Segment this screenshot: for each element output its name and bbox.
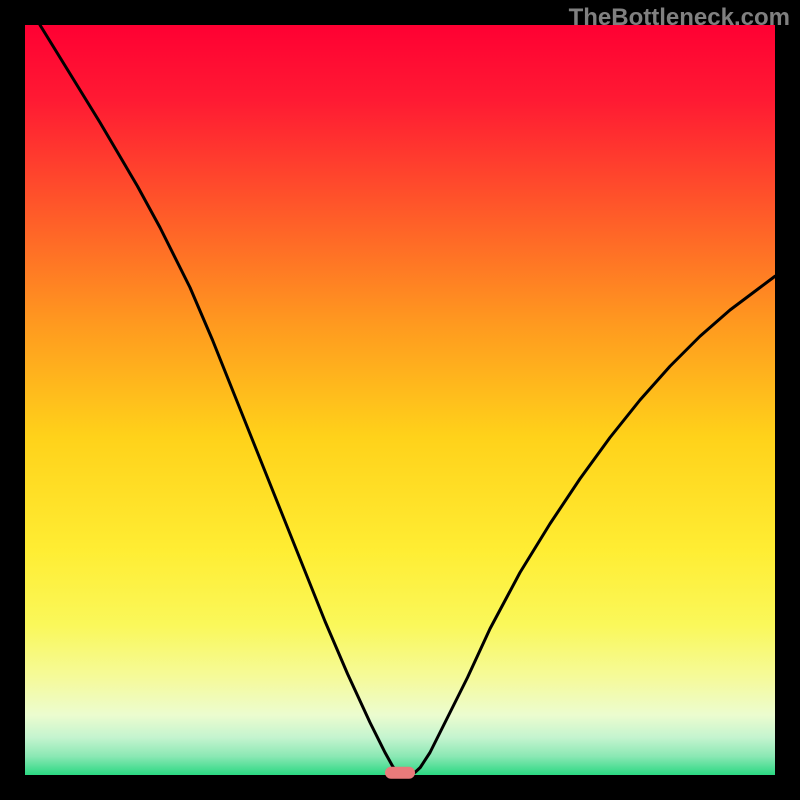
chart-gradient-bg (25, 25, 775, 775)
watermark-text: TheBottleneck.com (569, 4, 790, 32)
chart-container: TheBottleneck.com (0, 0, 800, 800)
bottleneck-chart (0, 0, 800, 800)
optimal-marker (385, 767, 415, 779)
